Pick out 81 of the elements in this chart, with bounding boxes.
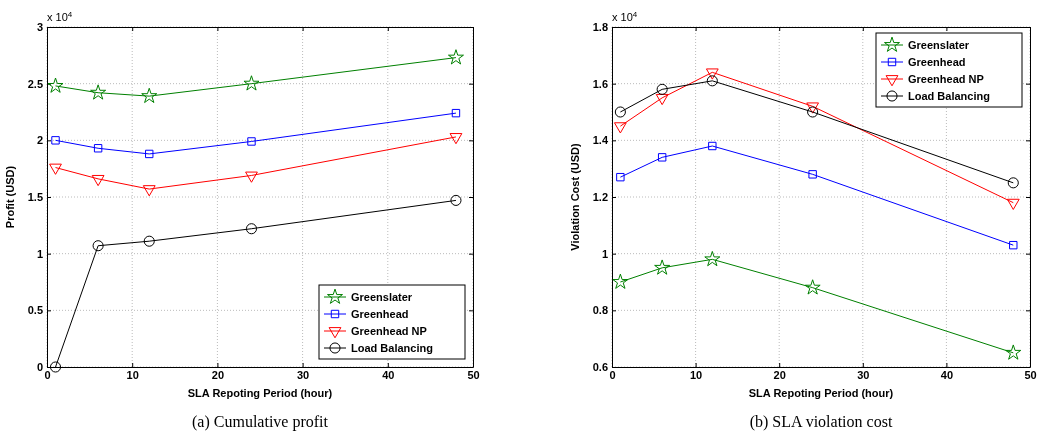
point <box>141 87 158 104</box>
point <box>90 84 107 100</box>
point <box>1009 240 1018 250</box>
point <box>143 235 155 247</box>
x-tick-label: 50 <box>467 368 480 381</box>
legend-label: Greenhead <box>908 56 966 68</box>
y-tick-label: 2.5 <box>27 77 43 90</box>
point <box>245 171 258 183</box>
point <box>804 279 821 295</box>
legend-label: Greenslater <box>351 291 413 303</box>
point <box>1005 344 1022 360</box>
x-tick-label: 50 <box>1024 368 1037 381</box>
x-tick-label: 40 <box>940 368 954 381</box>
x-tick-label: 20 <box>211 368 225 381</box>
point <box>808 170 817 179</box>
y-tick-label: 1.6 <box>592 77 608 90</box>
y-tick-label: 0.6 <box>592 361 608 374</box>
point <box>92 240 104 252</box>
legend-label: Load Balancing <box>908 90 990 102</box>
text: (b) SLA violation cost <box>749 413 893 431</box>
point <box>706 75 718 87</box>
y-axis-title: Violation Cost (USD) <box>569 142 581 251</box>
point <box>704 250 721 267</box>
point <box>449 133 463 145</box>
legend-label: Greenhead NP <box>908 73 984 85</box>
y-tick-label: 1.2 <box>592 191 608 204</box>
point <box>614 106 626 118</box>
x-tick-label: 40 <box>382 368 395 381</box>
y-tick-label: 1 <box>601 247 608 260</box>
legend-label: Greenhead <box>351 308 409 320</box>
point <box>247 137 256 146</box>
point <box>447 49 464 65</box>
x-tick-label: 0 <box>44 368 51 381</box>
y-tick-label: 0.8 <box>592 304 608 317</box>
point <box>245 223 258 235</box>
point <box>654 259 671 275</box>
legend-label: Greenhead NP <box>351 325 427 337</box>
legend-label: Greenslater <box>908 39 970 51</box>
point <box>612 273 629 289</box>
x-tick-label: 10 <box>126 368 139 381</box>
y-tick-label: 2 <box>36 134 43 147</box>
point <box>145 149 154 159</box>
point <box>1007 177 1019 189</box>
text: x 10$^{4}$ <box>612 9 638 23</box>
point <box>657 153 667 162</box>
x-tick-label: 30 <box>857 368 870 381</box>
point <box>49 361 62 373</box>
point <box>1006 198 1020 210</box>
point <box>451 108 461 118</box>
point <box>91 174 105 187</box>
text: (a) Cumulative profit <box>192 413 329 431</box>
point <box>51 136 60 145</box>
y-tick-label: 0.5 <box>27 304 43 317</box>
x-axis-title: SLA Repoting Period (hour) <box>748 387 894 399</box>
x-tick-label: 10 <box>689 368 703 381</box>
y-tick-label: 1.5 <box>27 191 43 204</box>
point <box>93 144 103 153</box>
y-tick-label: 1.8 <box>592 21 608 34</box>
y-tick-label: 1 <box>36 247 43 260</box>
x-tick-label: 0 <box>609 368 616 381</box>
point <box>243 75 260 91</box>
point <box>655 93 669 106</box>
point <box>616 172 625 182</box>
x-tick-label: 30 <box>296 368 310 381</box>
point <box>705 68 719 80</box>
x-axis-title: SLA Repoting Period (hour) <box>187 387 333 399</box>
point <box>806 102 820 114</box>
point <box>47 77 64 93</box>
point <box>450 194 462 206</box>
y-axis-title: Profit (USD) <box>4 165 16 229</box>
legend-label: Load Balancing <box>351 342 433 354</box>
x-tick-label: 20 <box>773 368 786 381</box>
y-tick-label: 3 <box>36 21 43 34</box>
point <box>656 83 668 95</box>
y-tick-label: 1.4 <box>592 134 609 147</box>
point <box>49 163 62 175</box>
point <box>142 185 156 197</box>
point <box>807 106 819 118</box>
text: x 10$^{4}$ <box>47 9 73 23</box>
point <box>613 122 627 134</box>
point <box>708 141 717 151</box>
